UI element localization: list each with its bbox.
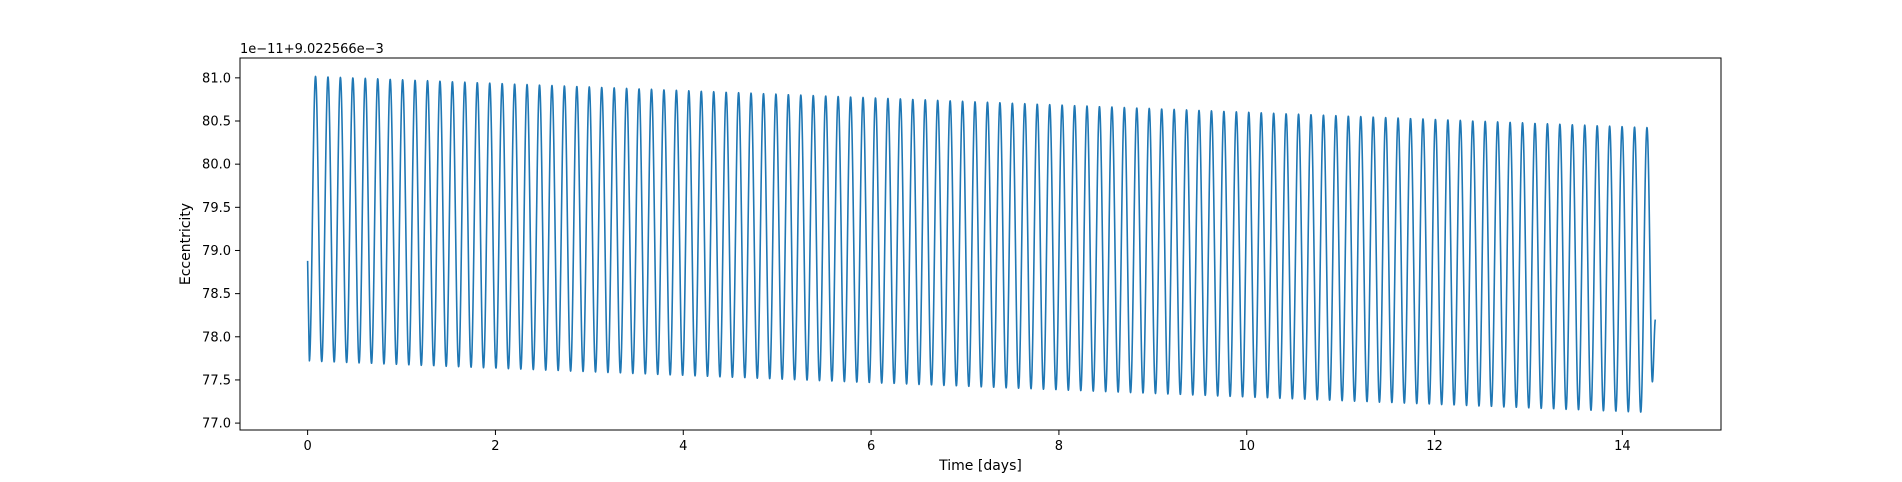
y-axis: 77.0 77.5 78.0 78.5 79.0 79.5 80.0 80.5 81.0 — [202, 71, 240, 432]
x-tick-label: 8 — [1055, 439, 1063, 454]
x-tick-label: 4 — [679, 439, 687, 454]
y-tick-label: 79.0 — [202, 244, 231, 259]
eccentricity-series-line — [306, 75, 1657, 413]
x-tick-label: 0 — [303, 439, 311, 454]
plot-frame — [239, 57, 1722, 431]
y-tick-label: 78.0 — [202, 330, 231, 345]
x-tick-label: 10 — [1238, 439, 1255, 454]
x-tick-label: 12 — [1426, 439, 1443, 454]
y-tick-label: 80.5 — [202, 115, 231, 130]
x-tick-label: 6 — [867, 439, 875, 454]
y-offset-label: 1e−11+9.022566e−3 — [240, 42, 384, 57]
x-axis: 0 2 4 6 8 10 12 14 — [303, 430, 1631, 454]
y-tick-label: 79.5 — [202, 201, 231, 216]
y-tick-label: 78.5 — [202, 287, 231, 302]
x-tick-label: 2 — [491, 439, 499, 454]
y-tick-label: 77.0 — [202, 417, 231, 432]
x-axis-label: Time [days] — [938, 458, 1022, 474]
y-axis-label: Eccentricity — [178, 203, 194, 285]
x-tick-label: 14 — [1614, 439, 1631, 454]
y-tick-label: 77.5 — [202, 373, 231, 388]
y-tick-label: 80.0 — [202, 158, 231, 173]
y-tick-label: 81.0 — [202, 71, 231, 86]
